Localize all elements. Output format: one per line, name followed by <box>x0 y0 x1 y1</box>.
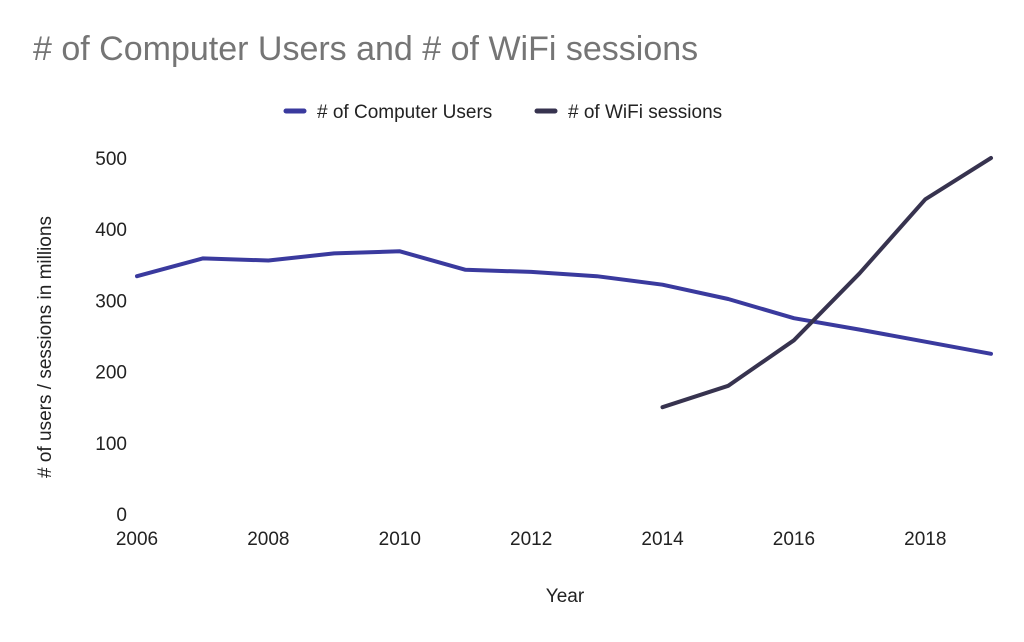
legend: # of Computer Users # of WiFi sessions <box>283 102 722 123</box>
y-tick-label: 400 <box>95 220 127 241</box>
x-axis-title: Year <box>546 586 585 607</box>
chart-title: # of Computer Users and # of WiFi sessio… <box>33 30 699 68</box>
x-tick-label: 2010 <box>379 529 421 550</box>
y-tick-label: 100 <box>95 434 127 455</box>
x-tick-label: 2012 <box>510 529 552 550</box>
x-axis-ticks: 2006 2008 2010 2012 2014 2016 2018 <box>116 529 947 550</box>
y-axis-ticks: 0 100 200 300 400 500 <box>95 149 127 526</box>
series-line-wifi-sessions <box>660 156 993 410</box>
x-tick-label: 2008 <box>247 529 289 550</box>
y-tick-label: 0 <box>116 505 127 526</box>
y-tick-label: 500 <box>95 149 127 170</box>
series-line-computer-users <box>135 249 993 356</box>
x-tick-label: 2016 <box>773 529 815 550</box>
x-tick-label: 2006 <box>116 529 158 550</box>
legend-label: # of Computer Users <box>317 102 492 123</box>
series-lines <box>135 156 993 410</box>
y-axis-title: # of users / sessions in millions <box>35 216 56 478</box>
legend-label: # of WiFi sessions <box>568 102 722 123</box>
x-tick-label: 2014 <box>641 529 684 550</box>
y-tick-label: 200 <box>95 363 127 384</box>
x-tick-label: 2018 <box>904 529 946 550</box>
y-tick-label: 300 <box>95 291 127 312</box>
